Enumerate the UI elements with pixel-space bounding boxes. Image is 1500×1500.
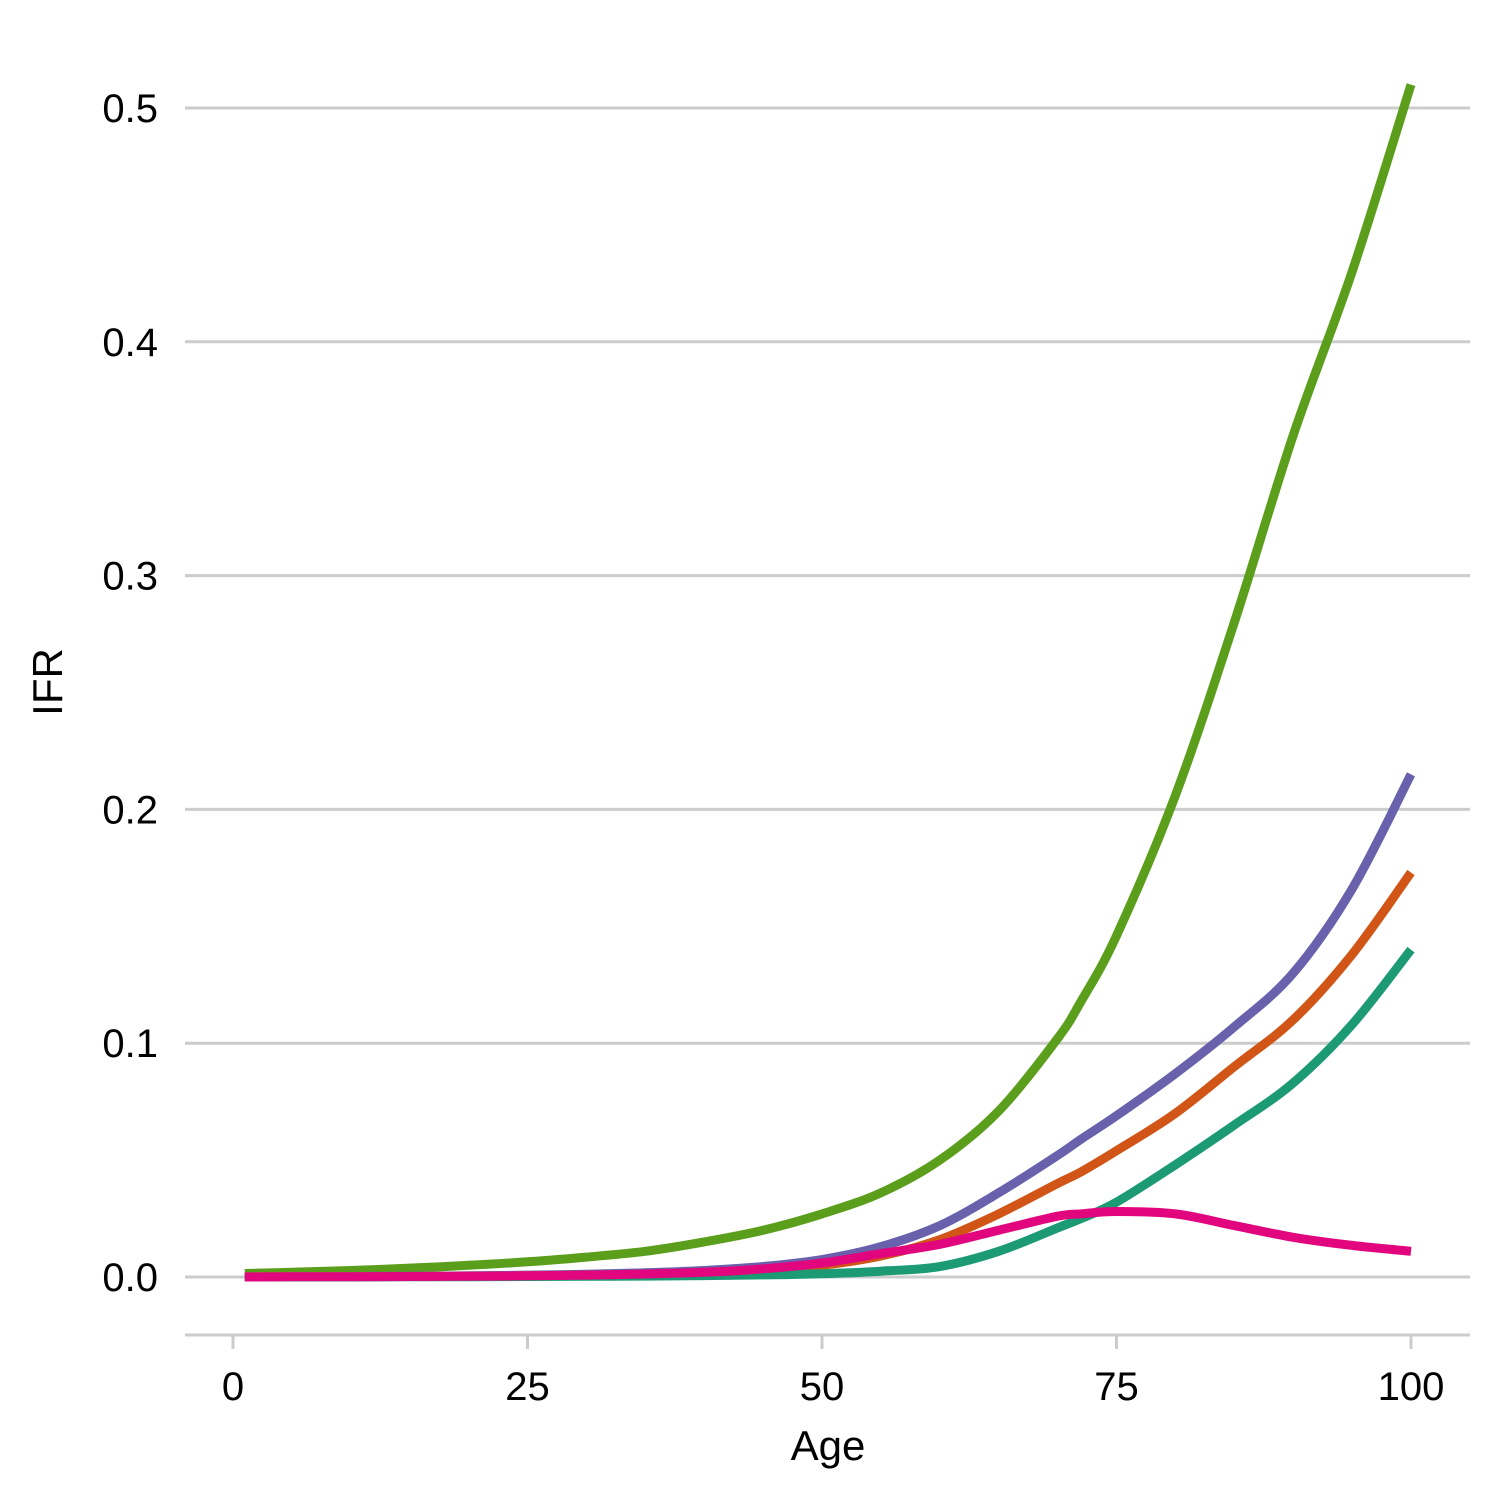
y-tick-label: 0.1 — [102, 1022, 158, 1066]
y-tick-label: 0.4 — [102, 321, 158, 365]
x-axis — [185, 1333, 1470, 1349]
series-lines — [244, 83, 1416, 1282]
series-line-1 — [244, 83, 1416, 1278]
x-tick-label: 75 — [1094, 1365, 1139, 1409]
y-axis-title: IFR — [24, 648, 71, 716]
y-tick-label: 0.5 — [102, 87, 158, 131]
x-tick-label: 50 — [800, 1365, 845, 1409]
tick-labels: 0.0 0.1 0.2 0.3 0.4 0.5 0 25 50 75 100 — [102, 87, 1444, 1409]
y-tick-label: 0.2 — [102, 788, 158, 832]
x-tick-label: 100 — [1378, 1365, 1445, 1409]
y-tick-label: 0.3 — [102, 555, 158, 599]
series-line-5 — [244, 1207, 1412, 1282]
series-line-2 — [244, 772, 1416, 1282]
x-tick-label: 25 — [505, 1365, 550, 1409]
gridlines — [185, 106, 1470, 1279]
x-axis-title: Age — [791, 1422, 866, 1469]
x-tick-label: 0 — [222, 1365, 244, 1409]
y-tick-label: 0.0 — [102, 1256, 158, 1300]
